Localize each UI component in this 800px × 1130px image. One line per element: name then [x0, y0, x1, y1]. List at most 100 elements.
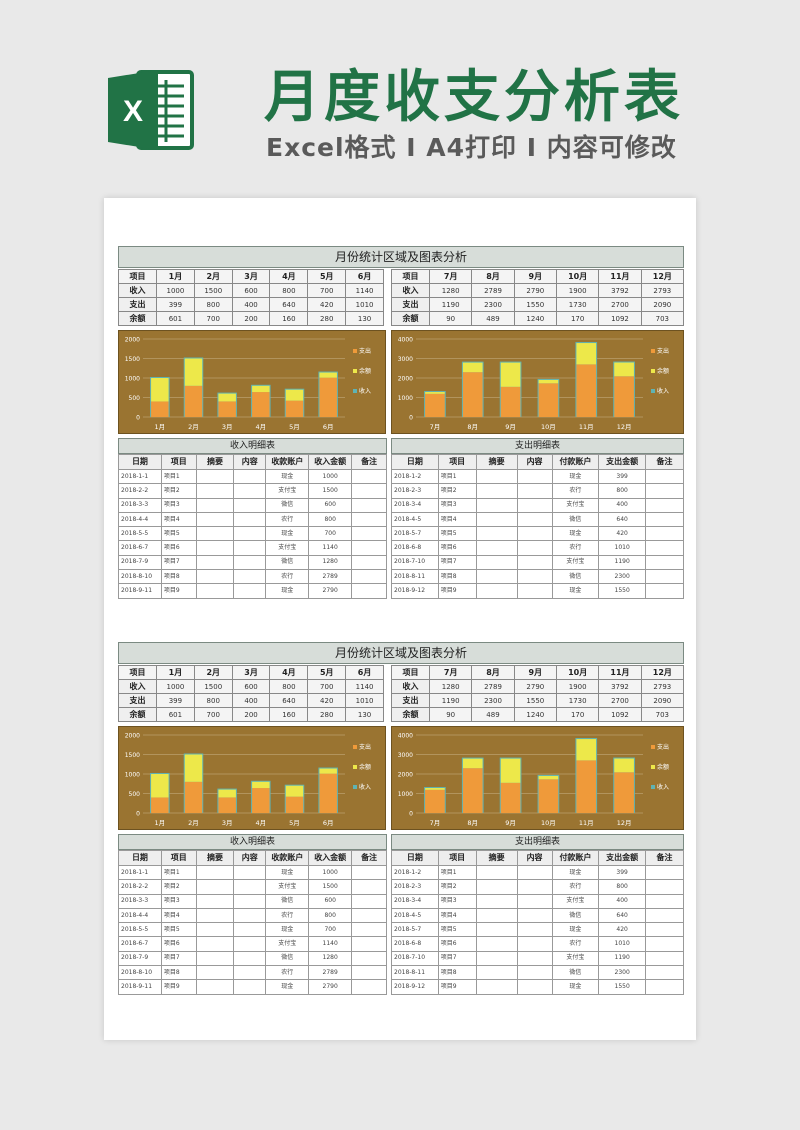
detail-cell: 1500: [308, 483, 353, 499]
detail-cell: 项目7: [437, 950, 477, 967]
detail-cell: [233, 879, 267, 895]
summary-value-cell: 400: [231, 297, 271, 312]
detail-cell: [351, 526, 387, 542]
summary-value-cell: 2700: [598, 693, 642, 708]
x-tick-label: 1月: [155, 423, 166, 431]
bar-balance: [500, 362, 521, 387]
summary-header-cell: 项目: [118, 269, 157, 284]
detail-cell: 支付宝: [551, 554, 600, 571]
detail-cell: 现金: [265, 526, 310, 542]
detail-cell: [516, 864, 553, 881]
detail-cell: [516, 583, 553, 599]
detail-cell: 项目3: [160, 893, 197, 909]
detail-cell: [645, 526, 684, 542]
detail-cell: 微信: [551, 569, 600, 585]
legend-label: 余额: [657, 367, 669, 375]
x-tick-label: 1月: [155, 819, 166, 827]
summary-value-cell: 600: [231, 679, 271, 694]
detail-header-cell: 收入金额: [308, 850, 353, 866]
summary-header-cell: 4月: [269, 269, 309, 284]
detail-cell: [233, 936, 267, 952]
detail-cell: [516, 965, 553, 981]
detail-cell: 2018-6-7: [118, 540, 162, 556]
x-tick-label: 5月: [289, 423, 300, 431]
summary-value-cell: 703: [640, 311, 685, 326]
legend-label: 支出: [359, 743, 371, 751]
detail-cell: 现金: [265, 468, 310, 485]
chart-h2: 0 1000 2000 3000 4000 7月 8月 9月 10月 11月 12月 支出 余额 收入: [391, 330, 684, 434]
detail-cell: 项目8: [437, 569, 477, 585]
detail-cell: 2018-1-2: [391, 864, 439, 881]
bar-expense: [462, 768, 483, 813]
y-tick-label: 3000: [398, 356, 413, 363]
detail-cell: 1280: [308, 554, 353, 571]
detail-cell: [195, 893, 235, 909]
detail-cell: [351, 907, 387, 924]
detail-cell: 2790: [308, 979, 353, 995]
detail-header-cell: 支出金额: [598, 454, 647, 470]
detail-cell: 700: [308, 526, 353, 542]
y-tick-label: 500: [129, 791, 141, 798]
summary-value-cell: 2300: [471, 297, 515, 312]
summary-value-cell: 800: [193, 693, 233, 708]
detail-cell: [195, 554, 235, 571]
detail-cell: [233, 864, 267, 881]
summary-table-right: 项目 7月 8月 9月 10月 11月 12月 收入 1280 2789 2790 1900 3792 2…: [391, 269, 685, 326]
x-tick-label: 7月: [430, 819, 441, 827]
table-row: 2018-8-11 项目8 微信 2300: [391, 569, 684, 585]
summary-value-cell: 700: [307, 679, 347, 694]
legend-swatch: [651, 349, 655, 353]
detail-cell: 项目7: [160, 554, 197, 571]
detail-cell: [645, 936, 684, 952]
bar-balance: [184, 754, 203, 782]
bar-expense: [538, 779, 559, 813]
detail-cell: [645, 468, 684, 485]
legend-swatch: [651, 369, 655, 373]
detail-cell: 2018-6-8: [391, 936, 439, 952]
bar-balance: [462, 758, 483, 769]
detail-cell: 2018-1-1: [118, 864, 162, 881]
summary-value-cell: 420: [307, 297, 347, 312]
summary-value-cell: 640: [269, 297, 309, 312]
x-tick-label: 4月: [256, 423, 267, 431]
detail-cell: 1550: [598, 583, 647, 599]
detail-cell: [645, 950, 684, 967]
page-subtitle: Excel格式 I A4打印 I 内容可修改: [266, 133, 677, 162]
summary-header-cell: 1月: [156, 665, 195, 680]
detail-cell: [195, 540, 235, 556]
detail-cell: 2789: [308, 569, 353, 585]
detail-cell: 项目4: [437, 511, 477, 528]
detail-cell: 640: [598, 907, 647, 924]
bar-expense: [500, 386, 521, 417]
summary-table-right: 项目 7月 8月 9月 10月 11月 12月 收入 1280 2789 2790 1900 3792 2…: [391, 665, 685, 722]
detail-cell: 现金: [265, 979, 310, 995]
detail-cell: 800: [598, 879, 647, 895]
income-detail-title: 收入明细表: [118, 438, 387, 454]
x-tick-label: 9月: [505, 423, 516, 431]
detail-cell: 399: [598, 468, 647, 485]
detail-cell: [645, 554, 684, 571]
bar-balance: [538, 379, 559, 384]
detail-cell: [645, 540, 684, 556]
summary-header-cell: 10月: [555, 665, 600, 680]
summary-value-cell: 800: [193, 297, 233, 312]
y-tick-label: 1000: [398, 395, 413, 402]
detail-cell: [195, 569, 235, 585]
detail-cell: [475, 526, 518, 542]
legend-swatch: [353, 765, 357, 769]
detail-cell: [645, 569, 684, 585]
summary-row-label: 收入: [391, 283, 430, 298]
y-tick-label: 1000: [125, 772, 140, 779]
summary-value-cell: 601: [156, 707, 195, 722]
bar-expense: [285, 400, 304, 417]
summary-value-cell: 2300: [471, 693, 515, 708]
detail-cell: [233, 511, 267, 528]
detail-cell: [195, 497, 235, 513]
table-row: 2018-6-8 项目6 农行 1010: [391, 936, 684, 952]
logo-letter: X: [123, 95, 143, 128]
detail-cell: 420: [598, 922, 647, 938]
detail-cell: 2018-6-8: [391, 540, 439, 556]
table-row: 2018-8-11 项目8 微信 2300: [391, 965, 684, 981]
summary-value-cell: 420: [307, 693, 347, 708]
